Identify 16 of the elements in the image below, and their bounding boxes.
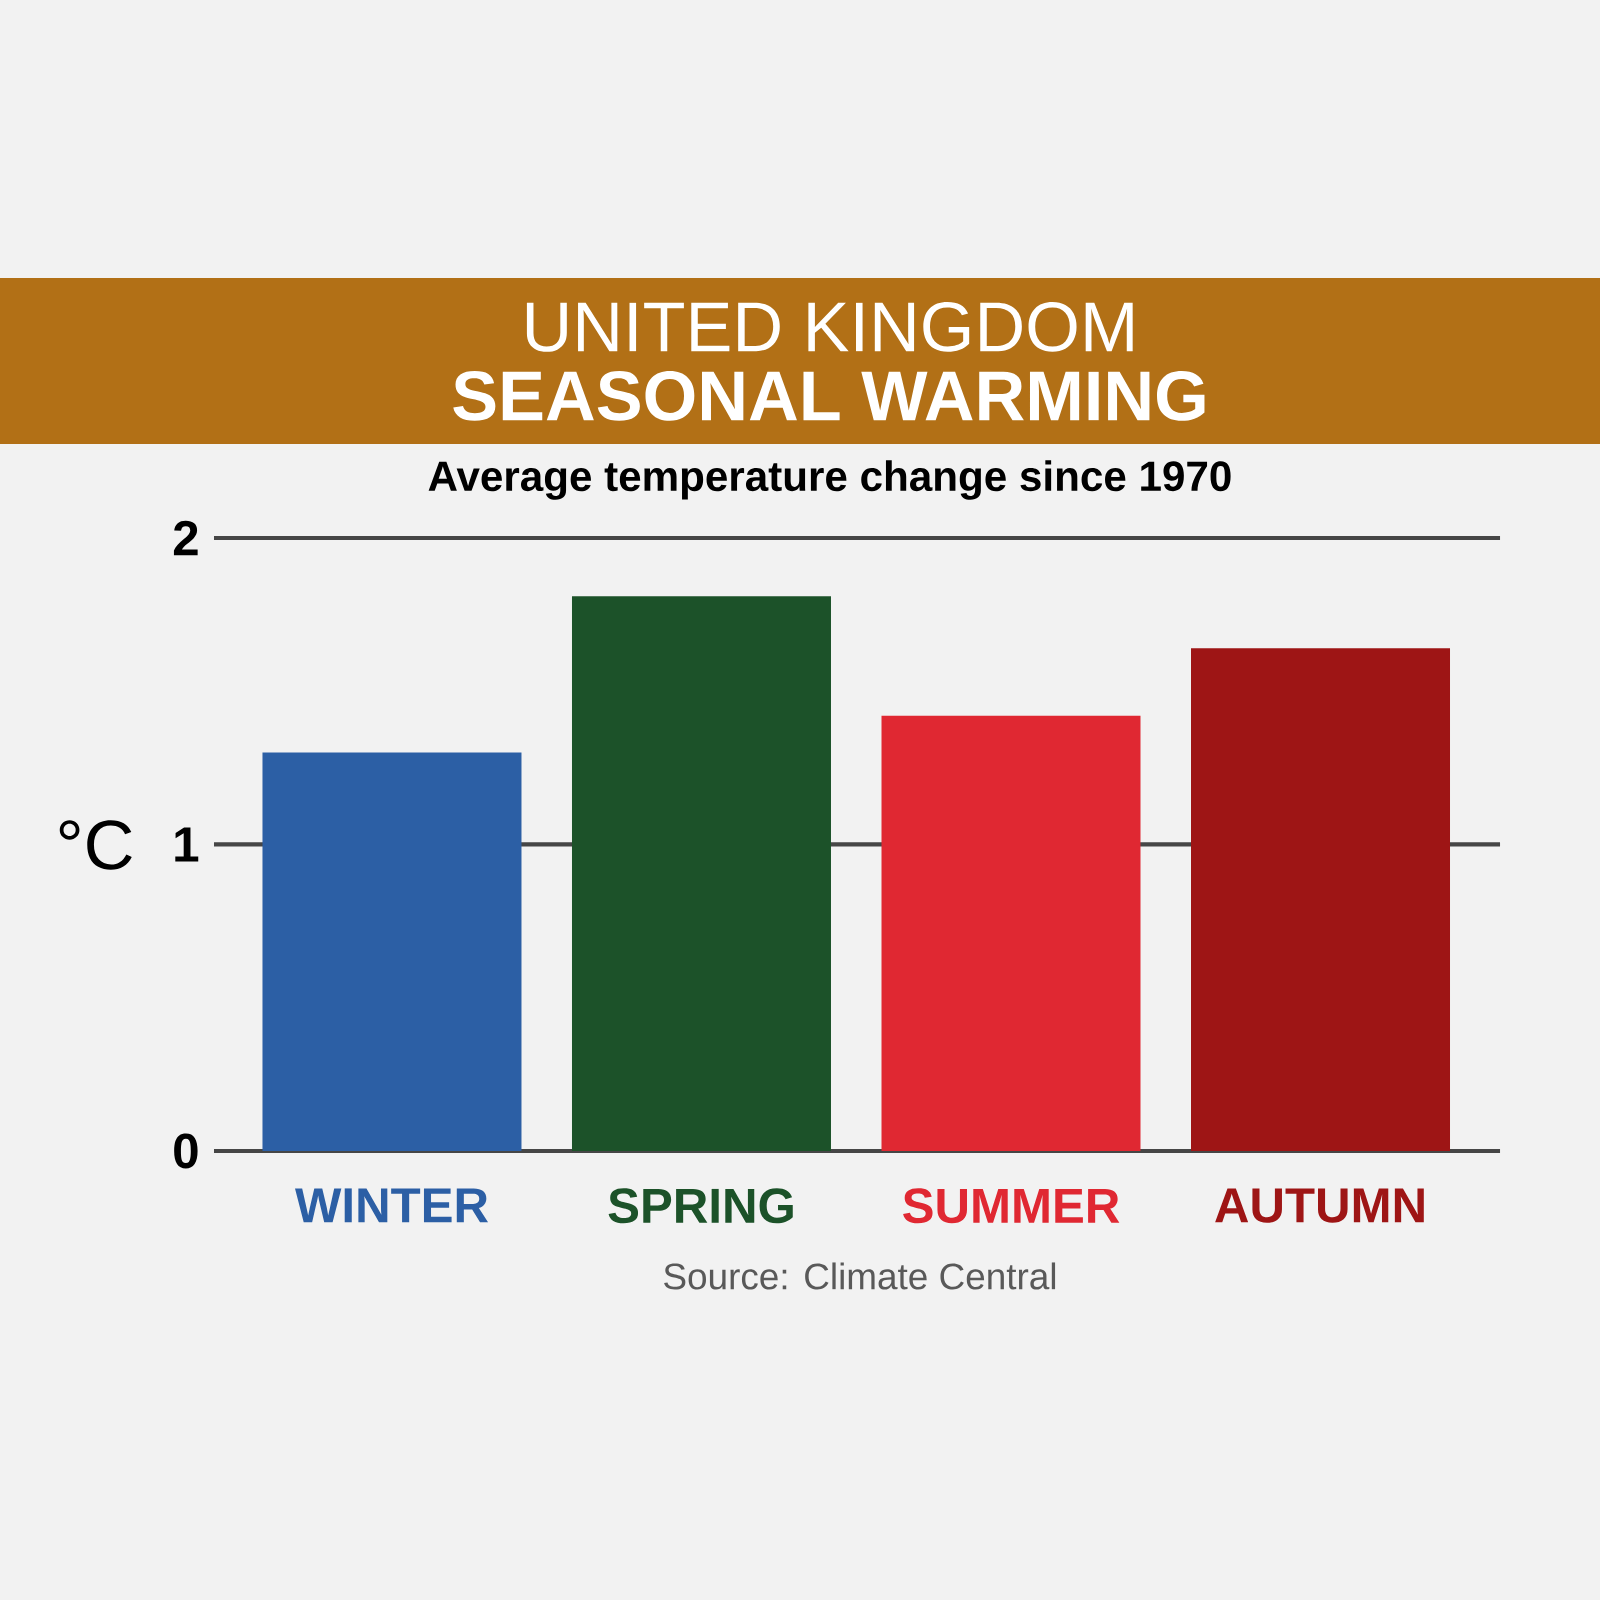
y-tick-label: 2 xyxy=(173,520,198,556)
y-axis-title: °C xyxy=(59,820,132,870)
y-tick-label: 1 xyxy=(175,827,199,862)
bar xyxy=(262,752,522,1151)
bar xyxy=(1191,648,1451,1151)
x-tick-label: WINTER xyxy=(295,1188,489,1223)
x-tick-label: SUMMER xyxy=(903,1188,1120,1224)
source-note: Source: Climate Central xyxy=(664,1262,1056,1290)
text: Average temperature change since 1970 xyxy=(428,460,1231,500)
chart-subtitle: SEASONAL WARMING xyxy=(453,371,1205,421)
bar xyxy=(571,596,831,1151)
x-tick-label: AUTUMN xyxy=(1215,1188,1424,1223)
y-tick-label: 0 xyxy=(174,1133,198,1169)
chart-title: UNITED KINGDOM xyxy=(526,302,1133,352)
x-tick-label: SPRING xyxy=(608,1188,793,1224)
bar xyxy=(881,715,1141,1151)
